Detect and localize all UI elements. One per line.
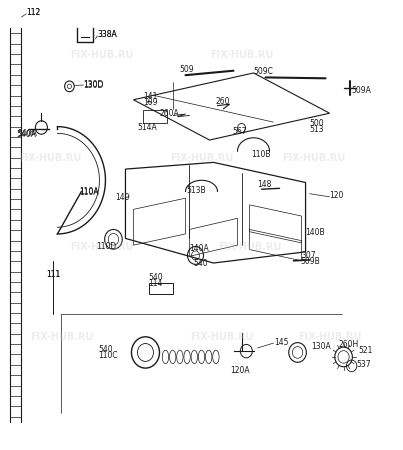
Text: 540A: 540A	[17, 130, 37, 139]
Text: 338A: 338A	[98, 31, 117, 40]
Text: 260: 260	[216, 97, 230, 106]
Text: FIX-HUB.RU: FIX-HUB.RU	[298, 332, 361, 342]
Text: 120A: 120A	[231, 366, 250, 375]
Text: 140: 140	[115, 193, 130, 202]
Text: 110A: 110A	[79, 188, 99, 197]
Text: 109: 109	[143, 98, 158, 107]
Text: 114: 114	[148, 279, 162, 288]
Text: 148: 148	[257, 180, 271, 189]
Text: 110B: 110B	[251, 150, 271, 159]
Text: 509A: 509A	[351, 86, 372, 95]
Text: 111: 111	[47, 270, 61, 279]
Text: 260H: 260H	[339, 340, 359, 349]
Text: 260A: 260A	[160, 109, 179, 118]
Text: FIX-HUB.RU: FIX-HUB.RU	[170, 153, 233, 163]
Text: 130D: 130D	[83, 81, 104, 90]
Text: 567: 567	[233, 126, 247, 135]
Text: 110A: 110A	[79, 187, 99, 196]
Text: 509: 509	[179, 65, 194, 74]
Text: 500: 500	[310, 119, 324, 128]
Text: 145: 145	[274, 338, 289, 346]
Text: 120: 120	[330, 191, 344, 200]
Text: 141: 141	[143, 92, 158, 101]
Text: 110C: 110C	[99, 351, 118, 360]
Text: 537: 537	[357, 360, 372, 369]
Text: FIX-HUB.RU: FIX-HUB.RU	[30, 332, 93, 342]
Text: 513: 513	[310, 125, 324, 134]
Text: 540: 540	[193, 258, 208, 267]
Text: 540: 540	[148, 273, 162, 282]
Text: 112: 112	[26, 8, 40, 17]
Text: 140A: 140A	[189, 244, 209, 253]
Text: 521: 521	[359, 346, 373, 355]
Text: FIX-HUB.RU: FIX-HUB.RU	[190, 332, 253, 342]
Text: FIX-HUB.RU: FIX-HUB.RU	[210, 50, 273, 60]
Text: 110D: 110D	[97, 242, 117, 251]
Text: 513B: 513B	[186, 185, 206, 194]
Text: 338A: 338A	[98, 30, 117, 39]
Text: 509B: 509B	[301, 256, 320, 266]
Text: 307: 307	[301, 251, 316, 260]
Text: 130D: 130D	[83, 80, 104, 89]
Text: FIX-HUB.RU: FIX-HUB.RU	[282, 153, 345, 163]
Text: 130A: 130A	[312, 342, 331, 351]
Text: FIX-HUB.RU: FIX-HUB.RU	[70, 243, 133, 252]
Bar	[150, 283, 173, 294]
Bar	[143, 110, 168, 123]
Text: 112: 112	[26, 8, 40, 17]
Text: FIX-HUB.RU: FIX-HUB.RU	[70, 50, 133, 60]
Text: 509C: 509C	[253, 67, 273, 76]
Text: 111: 111	[47, 270, 61, 279]
Text: 140B: 140B	[305, 228, 324, 237]
Text: FIX-HUB.RU: FIX-HUB.RU	[18, 153, 81, 163]
Text: FIX-HUB.RU: FIX-HUB.RU	[218, 243, 281, 252]
Text: 540A: 540A	[17, 129, 37, 138]
Text: 540: 540	[99, 345, 113, 354]
Text: 514A: 514A	[137, 123, 157, 132]
